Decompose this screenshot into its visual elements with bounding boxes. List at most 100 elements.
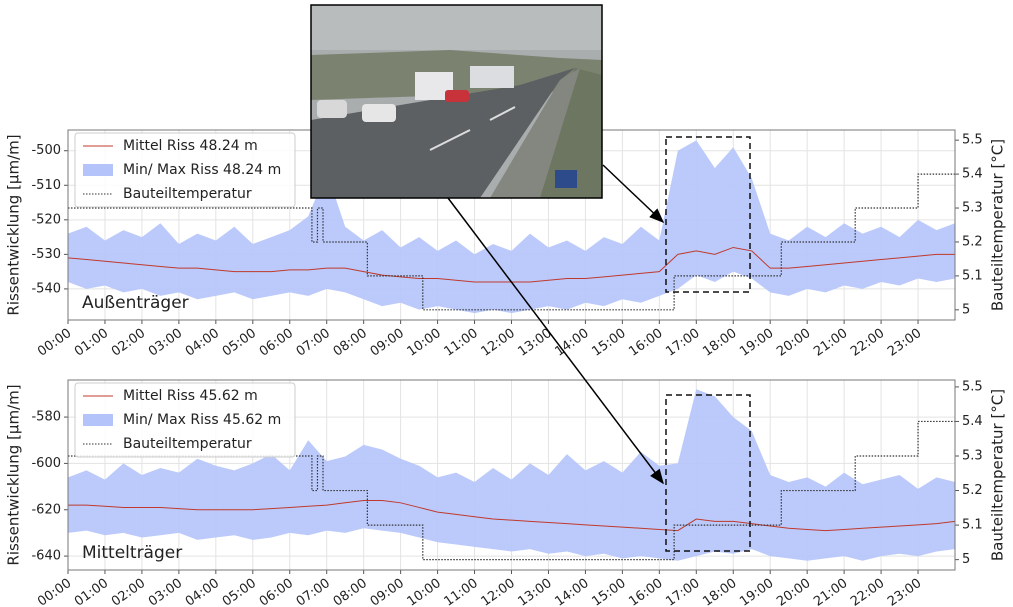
- x-tick-label: 03:00: [146, 576, 185, 607]
- legend-label: Bauteiltemperatur: [123, 186, 252, 202]
- y-tick-label: -580: [31, 410, 61, 425]
- x-tick-label: 04:00: [183, 576, 222, 607]
- y2-tick-label: 5.5: [962, 379, 983, 394]
- x-tick-label: 18:00: [700, 576, 739, 607]
- y-axis-label: Rissentwicklung [µm/m]: [5, 134, 23, 315]
- temperature-line: [68, 173, 955, 311]
- x-tick-label: 17:00: [663, 576, 702, 607]
- photo-inset: [310, 4, 603, 199]
- annotation: Mittelträger: [82, 543, 182, 563]
- x-tick-label: 18:00: [700, 326, 739, 360]
- y-tick-label: -620: [31, 502, 61, 517]
- x-tick-label: 11:00: [442, 576, 481, 607]
- y2-tick-label: 5.4: [962, 414, 983, 429]
- y2-tick-label: 5.2: [962, 483, 983, 498]
- y2-tick-label: 5.3: [962, 449, 983, 464]
- y2-axis-label: Bauteiltemperatur [°C]: [989, 389, 1007, 561]
- x-tick-label: 07:00: [294, 326, 333, 360]
- legend-label: Min/ Max Riss 48.24 m: [123, 162, 281, 178]
- x-tick-label: 21:00: [811, 326, 850, 360]
- x-tick-label: 20:00: [774, 576, 813, 607]
- axes-frame: [67, 379, 956, 571]
- x-tick-label: 07:00: [294, 576, 333, 607]
- y2-tick-label: 5.3: [962, 201, 983, 216]
- x-tick-label: 06:00: [257, 576, 296, 607]
- legend-label: Mittel Riss 45.62 m: [123, 388, 258, 404]
- y2-axis-label: Bauteiltemperatur [°C]: [989, 139, 1007, 311]
- y-tick-label: -640: [31, 549, 61, 564]
- x-tick-label: 12:00: [479, 326, 518, 360]
- x-tick-label: 09:00: [368, 326, 407, 360]
- x-tick-label: 03:00: [146, 326, 185, 360]
- min-max-band: [68, 389, 955, 561]
- highlight-box: [665, 136, 751, 293]
- y-tick-label: -520: [31, 212, 61, 227]
- plots: 00:0001:0002:0003:0004:0005:0006:0007:00…: [5, 129, 1007, 607]
- x-tick-label: 10:00: [405, 576, 444, 607]
- x-tick-label: 23:00: [885, 576, 924, 607]
- x-tick-label: 13:00: [515, 576, 554, 607]
- y-tick-label: -540: [31, 281, 61, 296]
- x-tick-label: 04:00: [183, 326, 222, 360]
- highlight-box: [665, 394, 751, 552]
- legend-swatch: [83, 414, 113, 426]
- x-tick-label: 08:00: [331, 576, 370, 607]
- x-tick-label: 05:00: [220, 576, 259, 607]
- y2-tick-label: 5.5: [962, 133, 983, 148]
- x-tick-label: 01:00: [72, 576, 111, 607]
- x-tick-label: 11:00: [442, 326, 481, 360]
- y-tick-label: -600: [31, 456, 61, 471]
- x-tick-label: 17:00: [663, 326, 702, 360]
- legend-box: [74, 132, 296, 208]
- arrow: [602, 164, 665, 224]
- x-tick-label: 21:00: [811, 576, 850, 607]
- mean-line: [68, 499, 955, 532]
- x-tick-label: 19:00: [737, 576, 776, 607]
- x-tick-label: 16:00: [626, 326, 665, 360]
- y2-tick-label: 5: [962, 552, 970, 567]
- y2-tick-label: 5: [962, 302, 970, 317]
- y2-tick-label: 5.1: [962, 518, 983, 533]
- x-tick-label: 22:00: [848, 576, 887, 607]
- x-tick-label: 16:00: [626, 576, 665, 607]
- x-tick-label: 08:00: [331, 326, 370, 360]
- x-tick-label: 00:00: [35, 326, 74, 360]
- y-axis-label: Rissentwicklung [µm/m]: [5, 384, 23, 565]
- legend-label: Min/ Max Riss 45.62 m: [123, 412, 281, 428]
- x-tick-label: 01:00: [72, 326, 111, 360]
- x-tick-label: 19:00: [737, 326, 776, 360]
- x-tick-label: 12:00: [479, 576, 518, 607]
- subplot: 00:0001:0002:0003:0004:0005:0006:0007:00…: [5, 129, 1007, 360]
- y2-tick-label: 5.4: [962, 167, 983, 182]
- y-tick-label: -510: [31, 178, 61, 193]
- legend-swatch: [83, 164, 113, 176]
- legend-box: [74, 382, 296, 458]
- y-tick-label: -500: [31, 143, 61, 158]
- x-tick-label: 14:00: [552, 576, 591, 607]
- x-tick-label: 20:00: [774, 326, 813, 360]
- x-tick-label: 14:00: [552, 326, 591, 360]
- legend-label: Bauteiltemperatur: [123, 436, 252, 452]
- x-tick-label: 06:00: [257, 326, 296, 360]
- x-tick-label: 02:00: [109, 576, 148, 607]
- x-tick-label: 05:00: [220, 326, 259, 360]
- x-tick-label: 09:00: [368, 576, 407, 607]
- x-tick-label: 10:00: [405, 326, 444, 360]
- x-tick-label: 22:00: [848, 326, 887, 360]
- annotation: Außenträger: [82, 293, 189, 313]
- x-tick-label: 23:00: [885, 326, 924, 360]
- temperature-line: [68, 420, 955, 561]
- x-tick-label: 02:00: [109, 326, 148, 360]
- x-tick-label: 15:00: [589, 326, 628, 360]
- y2-tick-label: 5.1: [962, 268, 983, 283]
- arrow: [447, 197, 664, 485]
- subplot: 00:0001:0002:0003:0004:0005:0006:0007:00…: [5, 379, 1007, 607]
- x-tick-label: 00:00: [35, 576, 74, 607]
- y2-tick-label: 5.2: [962, 234, 983, 249]
- legend-label: Mittel Riss 48.24 m: [123, 138, 258, 154]
- x-tick-label: 15:00: [589, 576, 628, 607]
- y-tick-label: -530: [31, 247, 61, 262]
- data-layer: [68, 389, 955, 561]
